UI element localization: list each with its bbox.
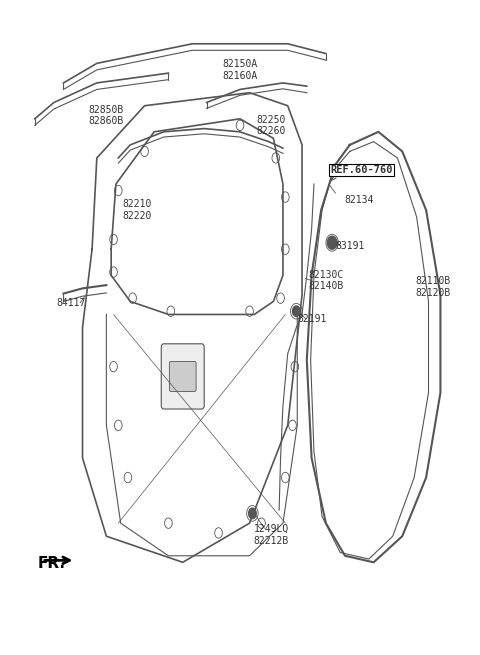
Circle shape <box>292 306 300 316</box>
Text: 84117: 84117 <box>56 298 85 308</box>
Text: 82191: 82191 <box>297 314 326 324</box>
Text: 82134: 82134 <box>345 195 374 205</box>
Text: 82850B
82860B: 82850B 82860B <box>89 105 124 126</box>
Text: 82110B
82120B: 82110B 82120B <box>416 276 451 298</box>
Text: 83191: 83191 <box>335 241 364 251</box>
Text: FR.: FR. <box>37 556 65 571</box>
Circle shape <box>327 236 337 250</box>
Text: 1249LQ
82212B: 1249LQ 82212B <box>253 524 288 546</box>
Circle shape <box>249 508 256 519</box>
Text: 82150A
82160A: 82150A 82160A <box>222 59 258 81</box>
FancyBboxPatch shape <box>161 344 204 409</box>
FancyBboxPatch shape <box>169 362 196 392</box>
Text: REF.60-760: REF.60-760 <box>330 164 393 175</box>
Text: 82250
82260: 82250 82260 <box>256 115 286 136</box>
Text: 82210
82220: 82210 82220 <box>123 199 152 221</box>
Text: 82130C
82140B: 82130C 82140B <box>308 270 344 291</box>
